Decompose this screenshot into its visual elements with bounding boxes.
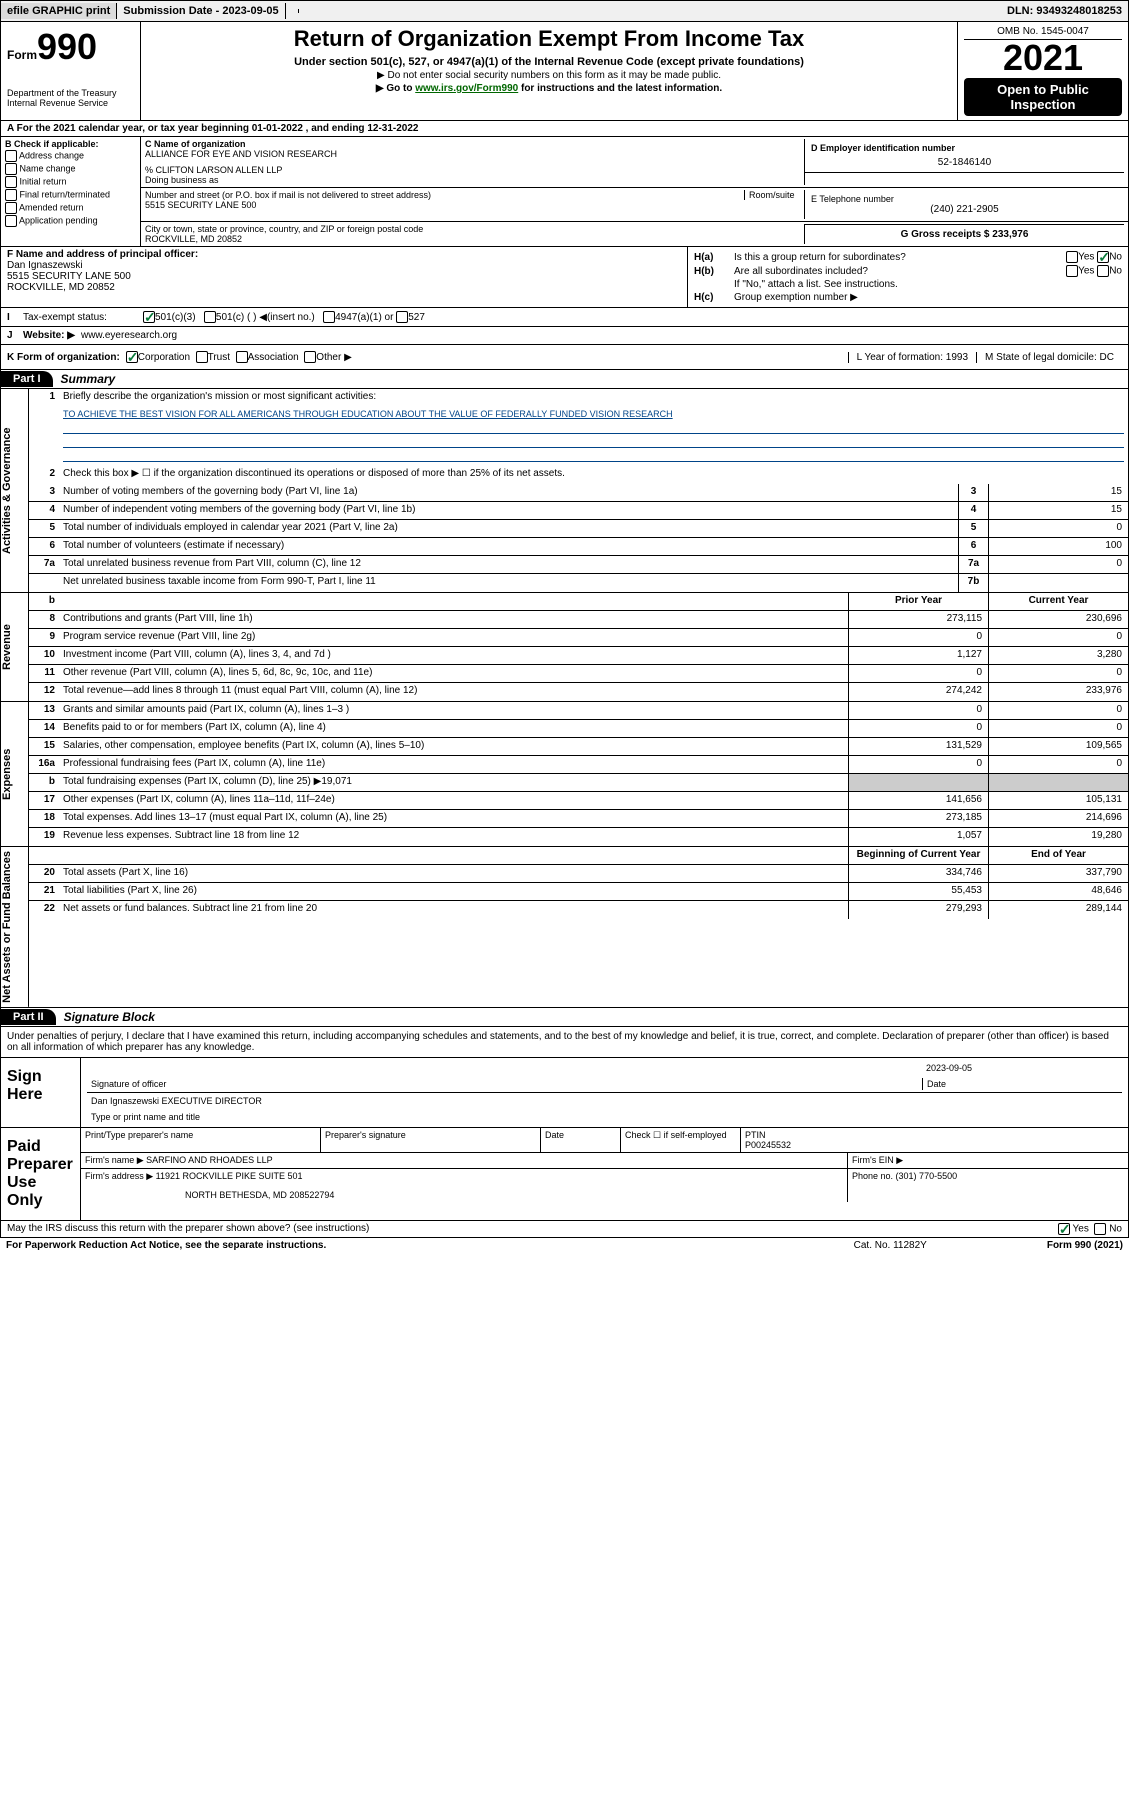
chk-address[interactable]: Address change <box>5 150 136 162</box>
col-b: B Check if applicable: Address change Na… <box>1 137 141 246</box>
chk-amended[interactable]: Amended return <box>5 202 136 214</box>
chk-name[interactable]: Name change <box>5 163 136 175</box>
city-state-zip: ROCKVILLE, MD 20852 <box>145 234 804 244</box>
sign-here-block: Sign Here 2023-09-05 Signature of office… <box>0 1058 1129 1128</box>
governance-block: Activities & Governance 1Briefly describ… <box>0 389 1129 593</box>
side-netassets: Net Assets or Fund Balances <box>1 847 29 1007</box>
line-i: I Tax-exempt status: 501(c)(3) 501(c) ( … <box>0 308 1129 327</box>
v7a: 0 <box>988 556 1128 573</box>
g-receipts: G Gross receipts $ 233,976 <box>805 224 1124 244</box>
v5: 0 <box>988 520 1128 537</box>
website-url[interactable]: www.eyeresearch.org <box>81 330 177 341</box>
line-j: J Website: ▶ www.eyeresearch.org <box>0 327 1129 345</box>
form-ref: Form 990 (2021) <box>1047 1240 1123 1251</box>
dept-treasury: Department of the Treasury Internal Reve… <box>7 88 134 108</box>
chk-initial[interactable]: Initial return <box>5 176 136 188</box>
declaration: Under penalties of perjury, I declare th… <box>0 1027 1129 1058</box>
dln: DLN: 93493248018253 <box>1001 3 1128 19</box>
preparer-label: Paid Preparer Use Only <box>1 1128 81 1220</box>
ha-no-chk[interactable] <box>1097 251 1109 263</box>
form-subtitle: Under section 501(c), 527, or 4947(a)(1)… <box>147 56 951 68</box>
form-header: Form990 Department of the Treasury Inter… <box>0 22 1129 121</box>
col-h: H(a)Is this a group return for subordina… <box>688 247 1128 307</box>
d-ein: D Employer identification number 52-1846… <box>805 139 1124 173</box>
chk-pending[interactable]: Application pending <box>5 215 136 227</box>
header-left: Form990 Department of the Treasury Inter… <box>1 22 141 120</box>
header-right: OMB No. 1545-0047 2021 Open to Public In… <box>958 22 1128 120</box>
col-c: C Name of organization ALLIANCE FOR EYE … <box>141 137 1128 246</box>
note-link: ▶ Go to www.irs.gov/Form990 for instruct… <box>147 83 951 94</box>
netassets-block: Net Assets or Fund Balances Beginning of… <box>0 847 1129 1008</box>
block-fgh: F Name and address of principal officer:… <box>0 246 1129 308</box>
v7b <box>988 574 1128 592</box>
submission-date: Submission Date - 2023-09-05 <box>117 3 285 19</box>
v6: 100 <box>988 538 1128 555</box>
form-title: Return of Organization Exempt From Incom… <box>147 26 951 52</box>
note-ssn: ▶ Do not enter social security numbers o… <box>147 70 951 81</box>
header-center: Return of Organization Exempt From Incom… <box>141 22 958 120</box>
care-of: % CLIFTON LARSON ALLEN LLP <box>145 165 804 175</box>
sign-here-label: Sign Here <box>1 1058 81 1127</box>
v3: 15 <box>988 484 1128 501</box>
spacer <box>286 9 299 13</box>
addr-lbl: Number and street (or P.O. box if mail i… <box>145 190 744 200</box>
i-501c3-chk[interactable] <box>143 311 155 323</box>
chk-final[interactable]: Final return/terminated <box>5 189 136 201</box>
part2-header: Part IISignature Block <box>0 1008 1129 1027</box>
col-d: D Employer identification number 52-1846… <box>804 139 1124 185</box>
room-lbl: Room/suite <box>744 190 804 200</box>
e-phone: E Telephone number (240) 221-2905 <box>805 190 1124 219</box>
efile-print-btn[interactable]: efile GRAPHIC print <box>1 3 117 19</box>
tax-year: 2021 <box>964 40 1122 76</box>
paperwork-notice: For Paperwork Reduction Act Notice, see … <box>6 1240 854 1251</box>
officer-addr2: ROCKVILLE, MD 20852 <box>7 282 681 293</box>
open-inspection: Open to Public Inspection <box>964 78 1122 116</box>
expenses-block: Expenses 13Grants and similar amounts pa… <box>0 702 1129 847</box>
line-a: A For the 2021 calendar year, or tax yea… <box>0 121 1129 137</box>
c-name-lbl: C Name of organization <box>145 139 804 149</box>
may-discuss-line: May the IRS discuss this return with the… <box>0 1221 1129 1238</box>
k-corp-chk[interactable] <box>126 351 138 363</box>
irs-link[interactable]: www.irs.gov/Form990 <box>415 83 518 94</box>
v4: 15 <box>988 502 1128 519</box>
city-lbl: City or town, state or province, country… <box>145 224 804 234</box>
side-governance: Activities & Governance <box>1 389 29 592</box>
topbar: efile GRAPHIC print Submission Date - 20… <box>0 0 1129 22</box>
mission-text: TO ACHIEVE THE BEST VISION FOR ALL AMERI… <box>63 409 673 419</box>
dba-lbl: Doing business as <box>145 175 804 185</box>
preparer-block: Paid Preparer Use Only Print/Type prepar… <box>0 1128 1129 1221</box>
col-f: F Name and address of principal officer:… <box>1 247 688 307</box>
org-name: ALLIANCE FOR EYE AND VISION RESEARCH <box>145 149 804 159</box>
block-bcde: B Check if applicable: Address change Na… <box>0 137 1129 246</box>
firm-name: SARFINO AND RHOADES LLP <box>146 1155 273 1165</box>
line-klm: K Form of organization: Corporation Trus… <box>0 345 1129 370</box>
street-address: 5515 SECURITY LANE 500 <box>145 200 804 210</box>
footer: For Paperwork Reduction Act Notice, see … <box>0 1238 1129 1253</box>
col-g: G Gross receipts $ 233,976 <box>804 224 1124 244</box>
cat-no: Cat. No. 11282Y <box>854 1240 927 1251</box>
part1-header: Part ISummary <box>0 370 1129 389</box>
form-number: Form990 <box>7 26 134 68</box>
officer-addr1: 5515 SECURITY LANE 500 <box>7 271 681 282</box>
side-expenses: Expenses <box>1 702 29 846</box>
b-header: B Check if applicable: <box>5 139 136 149</box>
may-yes-chk[interactable] <box>1058 1223 1070 1235</box>
col-e: E Telephone number (240) 221-2905 <box>804 190 1124 219</box>
revenue-block: Revenue bPrior YearCurrent Year 8Contrib… <box>0 593 1129 702</box>
officer-name: Dan Ignaszewski <box>7 260 681 271</box>
side-revenue: Revenue <box>1 593 29 701</box>
officer-name-title: Dan Ignaszewski EXECUTIVE DIRECTOR <box>87 1095 266 1107</box>
